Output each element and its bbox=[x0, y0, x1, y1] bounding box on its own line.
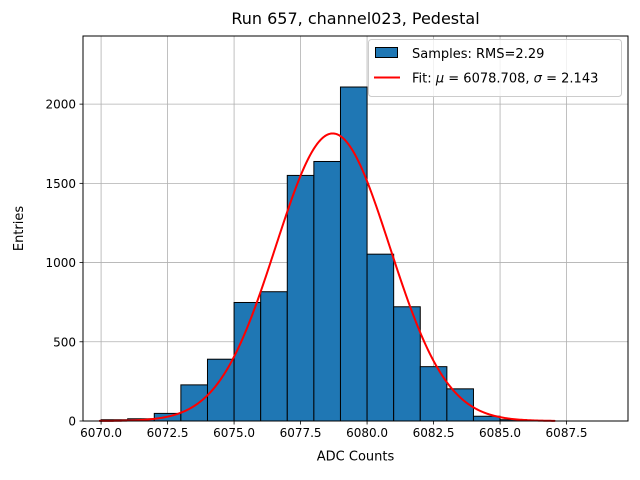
x-tick-label: 6070.0 bbox=[80, 426, 122, 440]
y-tick-label: 2000 bbox=[45, 98, 76, 112]
y-tick-label: 1000 bbox=[45, 256, 76, 270]
x-tick-label: 6075.0 bbox=[213, 426, 255, 440]
x-tick-label: 6082.5 bbox=[413, 426, 455, 440]
y-axis-label: Entries bbox=[12, 206, 27, 252]
x-tick-label: 6072.5 bbox=[147, 426, 189, 440]
fit-curve bbox=[98, 132, 556, 422]
legend-samples-swatch bbox=[375, 47, 398, 58]
legend-samples-label: Samples: RMS=2.29 bbox=[412, 47, 544, 62]
x-tick-label: 6080.0 bbox=[346, 426, 388, 440]
histogram-bar bbox=[286, 174, 315, 422]
histogram-bar bbox=[393, 306, 421, 422]
axis-ticks bbox=[79, 103, 567, 425]
histogram-bar bbox=[260, 291, 288, 422]
histogram-bar bbox=[313, 160, 341, 422]
legend-fit-label: Fit: μ = 6078.708, σ = 2.143 bbox=[412, 72, 598, 87]
gaussian-fit-line bbox=[98, 132, 556, 422]
histogram-bar bbox=[339, 86, 368, 422]
y-tick-labels: 0 500 1000 1500 2000 bbox=[45, 98, 76, 429]
plot-border bbox=[82, 35, 629, 422]
legend: Samples: RMS=2.29 Fit: μ = 6078.708, σ =… bbox=[368, 39, 622, 97]
legend-box bbox=[368, 39, 622, 97]
histogram-bars bbox=[100, 86, 528, 422]
histogram-bar bbox=[233, 301, 262, 422]
x-tick-label: 6077.5 bbox=[280, 426, 322, 440]
y-tick-label: 0 bbox=[68, 415, 76, 429]
y-tick-label: 1500 bbox=[45, 177, 76, 191]
y-tick-label: 500 bbox=[53, 335, 76, 349]
histogram-bar bbox=[180, 384, 208, 422]
x-tick-labels: 6070.0 6072.5 6075.0 6077.5 6080.0 6082.5 6085… bbox=[80, 426, 587, 440]
chart-title: Run 657, channel023, Pedestal bbox=[231, 9, 479, 28]
x-tick-label: 6085.0 bbox=[479, 426, 521, 440]
x-tick-label: 6087.5 bbox=[546, 426, 588, 440]
x-axis-label: ADC Counts bbox=[317, 450, 395, 465]
histogram-bar bbox=[366, 253, 395, 422]
